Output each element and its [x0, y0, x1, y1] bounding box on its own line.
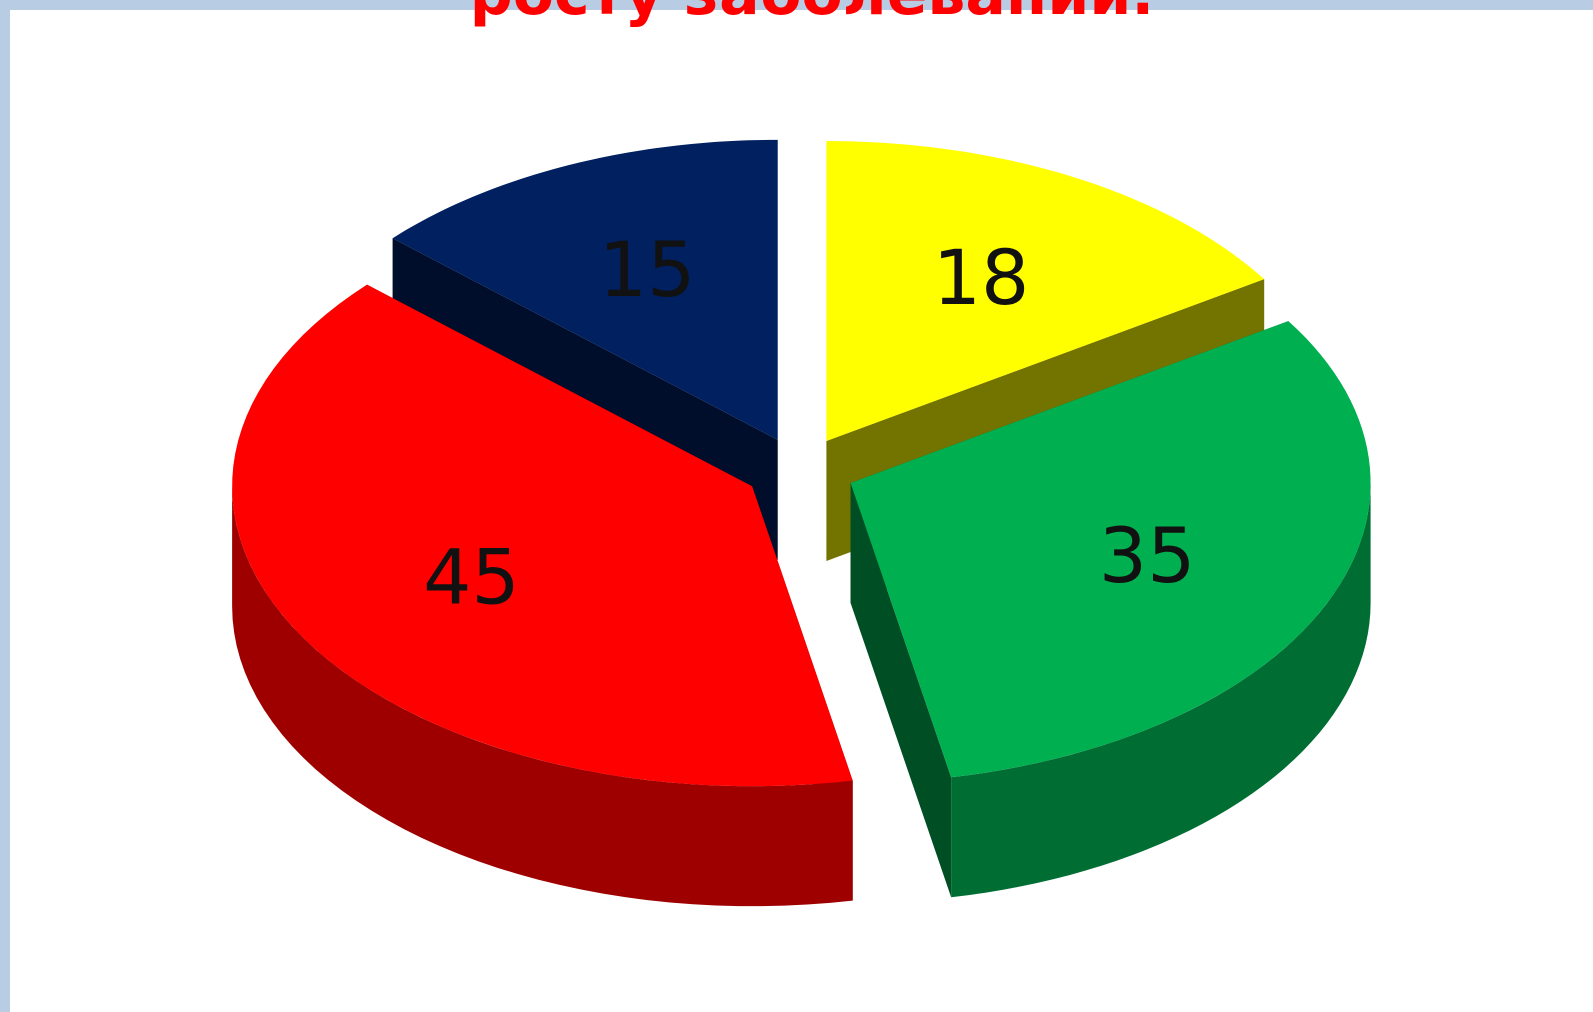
- slice-top: [850, 321, 1371, 778]
- data-label: 45: [423, 533, 520, 622]
- data-label: 35: [1099, 511, 1196, 600]
- data-label: 15: [599, 225, 696, 314]
- slice: 35: [850, 321, 1371, 898]
- slice-top: [392, 139, 778, 440]
- chart-title: росту заболеваний.: [470, 0, 1154, 29]
- slice-wall: [232, 486, 853, 907]
- slice: 45: [232, 284, 853, 907]
- slice-top: [826, 141, 1265, 442]
- slice-side: [850, 482, 952, 898]
- slice-top: [232, 284, 853, 787]
- data-label: 18: [933, 233, 1030, 322]
- slice-wall: [951, 482, 1371, 898]
